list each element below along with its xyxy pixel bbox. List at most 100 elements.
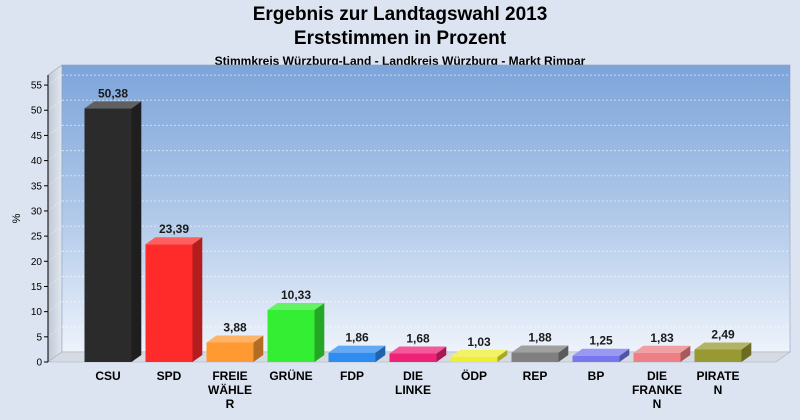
- gridline-depth: [47, 326, 63, 338]
- bar-front: [267, 309, 315, 362]
- bar-4: [267, 302, 325, 362]
- bar-top: [206, 335, 264, 343]
- bar-front: [145, 244, 193, 362]
- bar-side: [253, 335, 264, 362]
- bar-front: [84, 108, 132, 363]
- y-tick-label: 45: [31, 131, 43, 142]
- bar-top: [450, 349, 508, 357]
- bar-side: [558, 345, 569, 362]
- x-tick-label: CSU: [95, 369, 120, 383]
- x-tick-label: R: [226, 397, 235, 411]
- plot-side-wall: [47, 64, 63, 363]
- bar-front: [511, 352, 559, 362]
- bar-side: [619, 348, 630, 362]
- bars: [84, 101, 752, 363]
- data-label: 50,38: [98, 86, 128, 100]
- y-tick-label: 10: [31, 307, 43, 318]
- bar-side: [741, 342, 752, 362]
- bar-side: [680, 345, 691, 362]
- data-label: 1,68: [406, 332, 430, 346]
- data-label: 23,39: [159, 222, 189, 236]
- x-tick-label: FDP: [340, 369, 364, 383]
- bar-top: [572, 348, 630, 356]
- data-label: 1,86: [345, 331, 369, 345]
- gridline-depth: [47, 276, 63, 287]
- gridline-depth: [47, 150, 63, 162]
- data-label: 2,49: [711, 327, 735, 341]
- bar-top: [633, 345, 691, 353]
- bar-11: [694, 342, 752, 362]
- gridline-depth: [47, 200, 63, 212]
- y-axis-label: %: [11, 213, 23, 223]
- y-tick-label: 0: [36, 358, 42, 369]
- bar-front: [572, 355, 620, 362]
- bar-1: [84, 101, 142, 363]
- x-tick-label: GRÜNE: [269, 368, 312, 383]
- bar-front: [633, 352, 681, 362]
- x-tick-label: DIE: [403, 369, 423, 383]
- gridline-depth: [47, 250, 63, 262]
- y-tick-label: 30: [31, 206, 43, 217]
- y-tick-label: 5: [36, 332, 42, 343]
- bar-side: [436, 346, 447, 362]
- chart-title-line2: Erststimmen in Prozent: [293, 28, 507, 49]
- bar-8: [511, 345, 569, 362]
- y-tick-label: 20: [31, 257, 43, 268]
- data-label: 1,88: [528, 331, 552, 345]
- x-tick-label: WÄHLE: [208, 382, 252, 397]
- bar-side: [497, 349, 508, 362]
- x-tick-label: FREIE: [212, 369, 247, 383]
- bar-top: [267, 302, 325, 310]
- bar-7: [450, 349, 508, 362]
- bar-2: [145, 237, 203, 362]
- bar-side: [314, 302, 325, 362]
- axes: 0 5 10 15 20 25 30 35 40 45 50 55%: [11, 75, 49, 369]
- y-tick-label: 35: [31, 181, 43, 192]
- bar-front: [206, 342, 254, 362]
- y-tick-label: 25: [31, 232, 43, 243]
- x-tick-label: DIE: [647, 369, 667, 383]
- bar-front: [328, 352, 376, 362]
- y-tick-label: 55: [31, 81, 43, 92]
- data-label: 10,33: [281, 288, 311, 302]
- bar-5: [328, 345, 386, 362]
- bar-top: [84, 101, 142, 109]
- bar-3: [206, 335, 264, 362]
- x-tick-label: REP: [523, 369, 548, 383]
- bar-top: [694, 342, 752, 350]
- gridline-depth: [47, 225, 63, 237]
- y-tick-label: 15: [31, 282, 43, 293]
- bar-side: [375, 345, 386, 362]
- gridline-depth: [47, 74, 63, 86]
- x-tick-label: N: [714, 383, 723, 397]
- bar-front: [389, 353, 437, 362]
- chart-title-line1: Ergebnis zur Landtagswahl 2013: [252, 4, 548, 25]
- gridline-depth: [47, 301, 63, 313]
- bar-top: [511, 345, 569, 353]
- data-label: 3,88: [223, 320, 247, 334]
- gridline-depth: [47, 175, 63, 187]
- gridline-depth: [47, 99, 63, 111]
- gridline-depth: [47, 125, 63, 136]
- data-label: 1,03: [467, 335, 491, 349]
- y-tick-label: 40: [31, 156, 43, 167]
- x-tick-label: FRANKE: [632, 383, 682, 397]
- bar-10: [633, 345, 691, 362]
- x-tick-label: N: [653, 397, 662, 411]
- bar-top: [389, 346, 447, 354]
- data-label: 1,25: [589, 334, 613, 348]
- bar-side: [131, 101, 142, 363]
- x-tick-label: LINKE: [395, 383, 431, 397]
- chart-subtitle: Stimmkreis Würzburg-Land - Landkreis Wür…: [214, 54, 586, 68]
- bar-top: [328, 345, 386, 353]
- bar-9: [572, 348, 630, 362]
- bar-front: [450, 356, 498, 362]
- x-tick-label: BP: [588, 369, 605, 383]
- x-tick-label: SPD: [157, 369, 182, 383]
- x-tick-label: ÖDP: [461, 368, 487, 383]
- y-tick-label: 50: [31, 106, 43, 117]
- data-label: 1,83: [650, 331, 674, 345]
- bar-side: [192, 237, 203, 362]
